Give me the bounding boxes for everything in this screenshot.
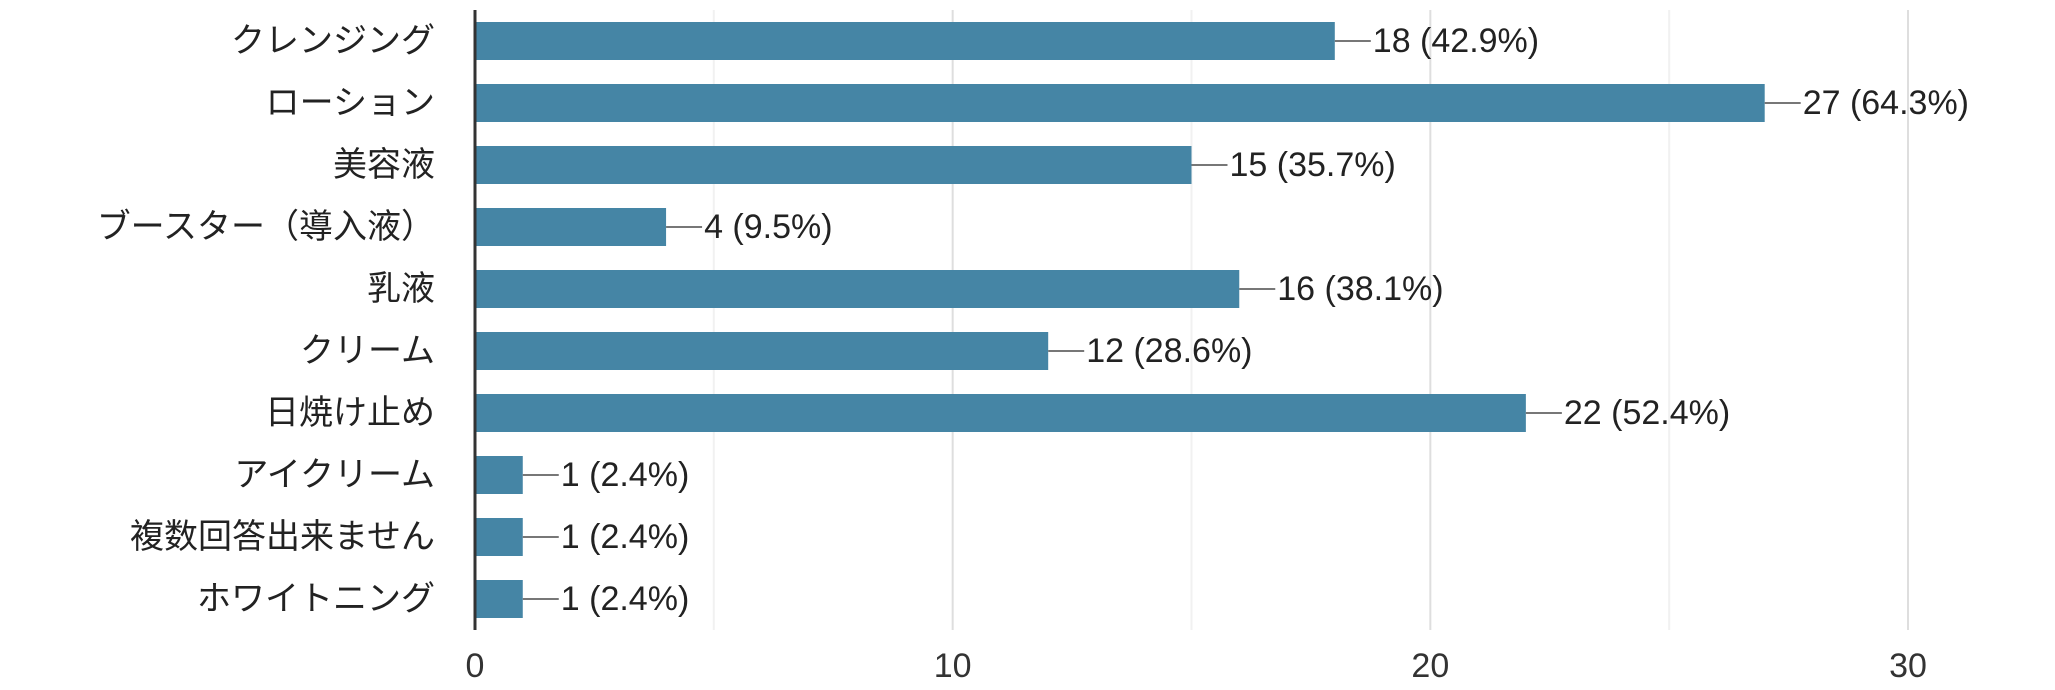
value-label: 1 (2.4%)	[561, 518, 690, 556]
bar	[475, 84, 1765, 122]
value-label: 16 (38.1%)	[1277, 270, 1443, 308]
category-label: クレンジング	[231, 21, 435, 61]
x-tick-label: 20	[1411, 647, 1449, 685]
x-tick-label: 10	[934, 647, 972, 685]
bar	[475, 332, 1049, 370]
bar	[475, 208, 667, 246]
bar	[475, 456, 523, 494]
category-label: アイクリーム	[234, 455, 435, 495]
bar	[475, 22, 1335, 60]
value-label: 4 (9.5%)	[704, 208, 833, 246]
value-label: 15 (35.7%)	[1230, 146, 1396, 184]
label-connectors	[522, 40, 1801, 600]
x-tick-label: 0	[466, 647, 485, 685]
value-label: 27 (64.3%)	[1803, 84, 1969, 122]
value-label: 12 (28.6%)	[1086, 332, 1252, 370]
bar	[475, 270, 1240, 308]
category-label: ホワイトニング	[197, 579, 435, 619]
category-label: 日焼け止め	[265, 393, 435, 433]
category-label: クリーム	[300, 331, 435, 371]
bar	[475, 394, 1526, 432]
x-tick-labels: 0 10 20 30	[466, 647, 1927, 685]
value-label: 18 (42.9%)	[1373, 22, 1539, 60]
x-tick-label: 30	[1889, 647, 1927, 685]
category-label: 複数回答出来ません	[130, 517, 435, 557]
category-label: ローション	[266, 83, 435, 123]
category-label: 美容液	[333, 145, 435, 185]
value-label: 1 (2.4%)	[561, 580, 690, 618]
category-label: ブースター（導入液）	[97, 207, 435, 247]
bar	[475, 146, 1192, 184]
category-label: 乳液	[367, 269, 435, 309]
bar	[475, 580, 523, 618]
value-label: 1 (2.4%)	[561, 456, 690, 494]
value-labels: 18 (42.9%) 27 (64.3%) 15 (35.7%) 4 (9.5%) 16…	[561, 22, 1969, 618]
bar	[475, 518, 523, 556]
value-label: 22 (52.4%)	[1564, 394, 1730, 432]
bars	[475, 22, 1765, 618]
